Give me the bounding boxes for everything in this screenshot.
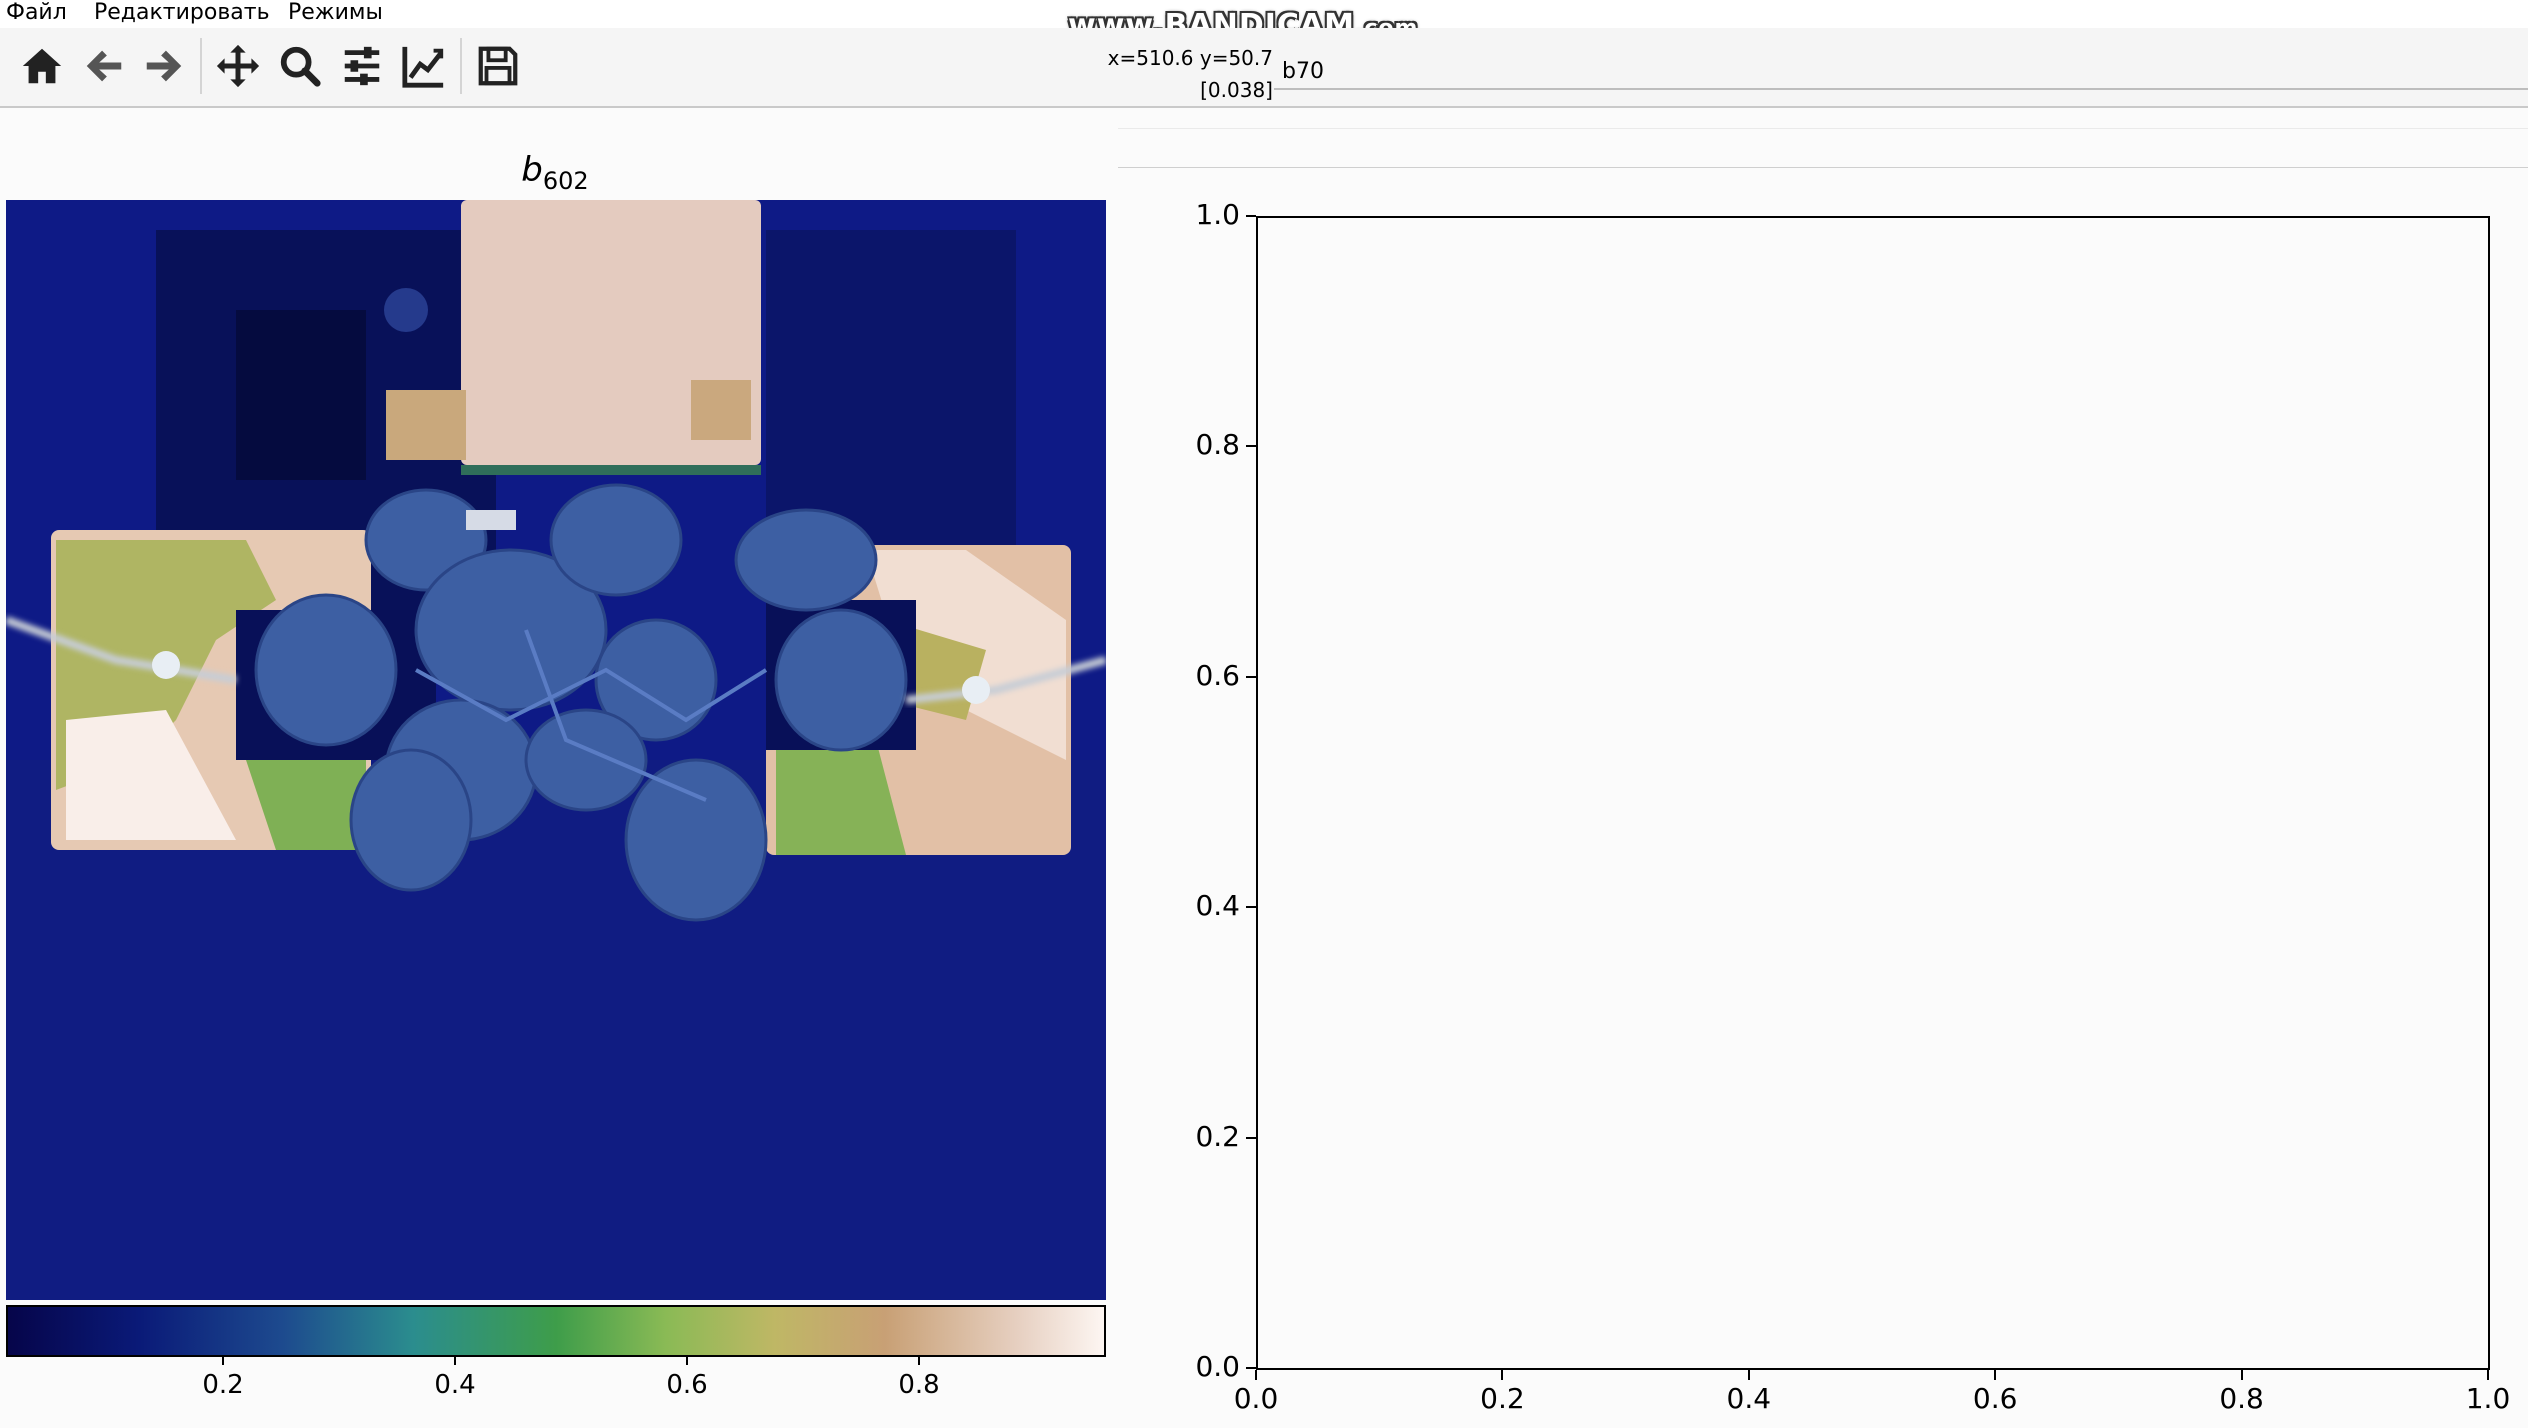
menu-edit[interactable]: Редактировать <box>94 0 270 25</box>
plot-header-strip <box>1118 128 2528 168</box>
colorbar-tick <box>454 1357 456 1365</box>
y-axis-tick-label: 0.2 <box>1195 1119 1240 1153</box>
y-axis-tick <box>1246 215 1256 217</box>
y-axis-tick-label: 0.6 <box>1195 658 1240 692</box>
edit-axis-icon <box>402 46 444 88</box>
menu-modes[interactable]: Режимы <box>288 0 383 25</box>
configure-subplots-icon <box>344 46 380 86</box>
cursor-coordinates: x=510.6 y=50.7 [0.038] <box>1013 42 1273 106</box>
toolbar-separator <box>200 38 202 94</box>
y-axis-tick <box>1246 675 1256 678</box>
colorbar-tick-label: 0.4 <box>434 1370 476 1400</box>
colorbar-tick <box>918 1357 920 1365</box>
x-axis-tick <box>1255 1370 1257 1380</box>
y-axis-tick <box>1246 1367 1256 1369</box>
pan-move-icon <box>216 44 260 88</box>
pan-button[interactable] <box>212 40 264 92</box>
coords-xy: x=510.6 y=50.7 <box>1107 46 1273 70</box>
x-axis-tick-label: 0.4 <box>1726 1382 1772 1415</box>
y-axis-tick <box>1246 906 1256 909</box>
configure-subplots-button[interactable] <box>336 40 388 92</box>
x-axis-tick <box>2487 1370 2489 1380</box>
colorbar-tick <box>222 1357 224 1365</box>
hyperspectral-image[interactable] <box>6 200 1106 1300</box>
colorbar-tick-label: 0.6 <box>666 1370 708 1400</box>
x-axis-tick <box>2240 1370 2243 1380</box>
zoom-magnifier-icon <box>280 46 321 87</box>
forward-button[interactable] <box>138 40 190 92</box>
home-button[interactable] <box>16 40 68 92</box>
plant-scene-image <box>6 200 1106 1300</box>
y-axis-tick <box>1246 1136 1256 1139</box>
forward-arrow-icon <box>146 50 182 82</box>
x-axis-tick-label: 0.6 <box>1972 1382 2018 1415</box>
save-icon <box>478 46 518 86</box>
colorbar-tick-label: 0.8 <box>898 1370 940 1400</box>
y-axis-tick-label: 0.4 <box>1195 889 1240 923</box>
menu-file[interactable]: Файл <box>6 0 67 25</box>
x-axis-tick <box>1747 1370 1750 1380</box>
edit-axis-button[interactable] <box>398 40 450 92</box>
x-axis-tick-label: 0.2 <box>1480 1382 1525 1415</box>
x-axis-tick-label: 0.8 <box>2219 1382 2264 1415</box>
y-axis-tick-label: 0.8 <box>1195 428 1240 462</box>
x-axis-tick-label: 0.0 <box>1233 1382 1279 1415</box>
zoom-button[interactable] <box>274 40 326 92</box>
save-button[interactable] <box>472 40 524 92</box>
x-axis-tick <box>1501 1370 1504 1380</box>
colorbar-tick-label: 0.2 <box>202 1370 244 1400</box>
coords-value: [0.038] <box>1200 78 1273 102</box>
y-axis-tick-label: 0.0 <box>1195 1350 1240 1383</box>
x-axis-tick-label: 1.0 <box>2465 1382 2511 1415</box>
colorbar <box>6 1305 1106 1357</box>
x-axis-tick <box>1994 1370 1997 1380</box>
back-arrow-icon <box>86 50 122 82</box>
colorbar-tick <box>686 1357 688 1365</box>
spectrum-plot-axes[interactable] <box>1256 216 2490 1370</box>
command-input[interactable]: b70 <box>1274 52 2528 90</box>
back-button[interactable] <box>78 40 130 92</box>
home-icon <box>22 48 62 84</box>
y-axis-tick-label: 1.0 <box>1195 198 1240 231</box>
toolbar-separator <box>460 38 462 94</box>
menu-bar: Файл Редактировать Режимы <box>0 0 2528 28</box>
image-title: b602 <box>521 150 589 195</box>
y-axis-tick <box>1246 445 1256 448</box>
